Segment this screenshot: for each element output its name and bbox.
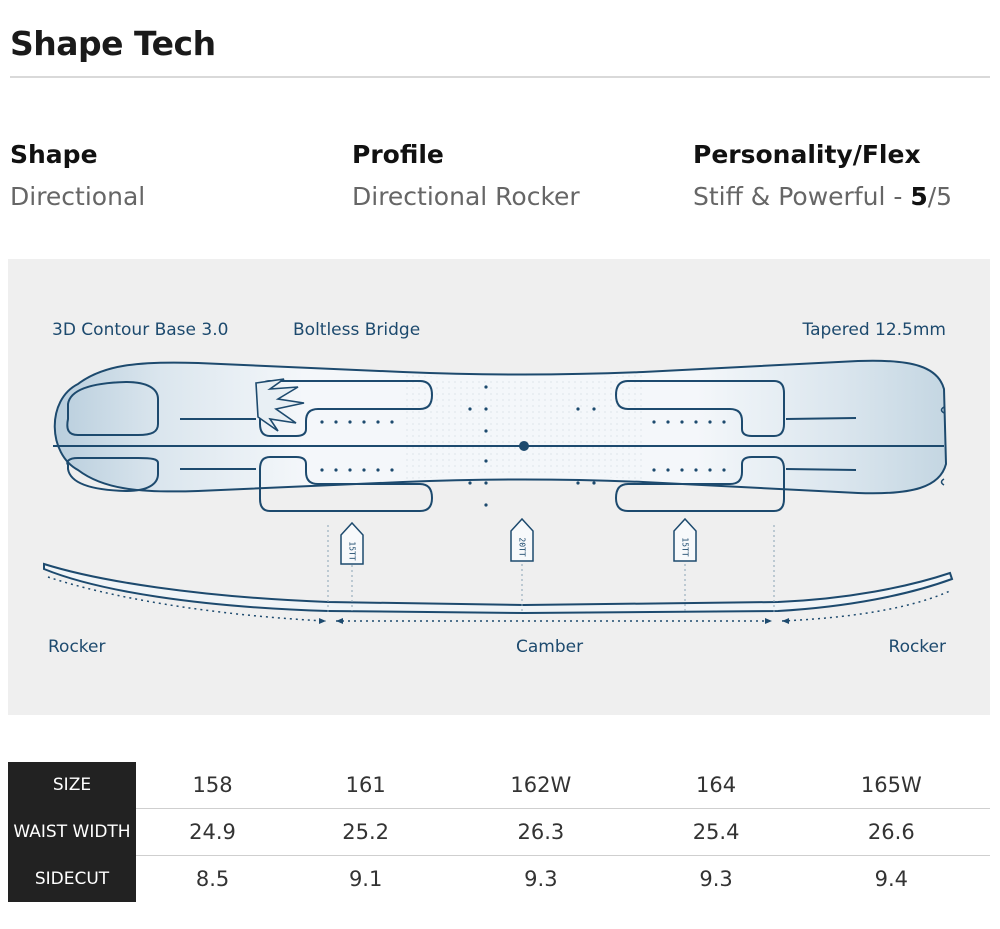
- table-cell: 26.3: [442, 808, 640, 856]
- label-contour-base: 3D Contour Base 3.0: [52, 320, 229, 340]
- spec-profile-label: Profile: [352, 140, 444, 169]
- spec-flex: Personality/Flex Stiff & Powerful - 5/5: [693, 140, 952, 211]
- table-row: SIZE 158 161 162W 164 165W: [8, 762, 990, 809]
- table-cell: 9.3: [524, 867, 558, 891]
- table-cell: 9.4: [874, 867, 909, 891]
- spec-profile-value: Directional Rocker: [352, 182, 580, 211]
- stance-marker-left: 15TT: [340, 521, 364, 565]
- stance-marker-right-label: 15TT: [681, 537, 690, 556]
- table-cell: 165W: [792, 762, 990, 809]
- tail-notches: [940, 406, 945, 486]
- table-cell: 24.9: [136, 808, 290, 856]
- board-profile-side: [43, 562, 954, 615]
- table-row: SIDECUT 8.5 9.1 9.3 9.3 9.4: [8, 855, 990, 902]
- profile-arrows: [47, 576, 951, 622]
- table-cell: 25.2: [289, 808, 443, 856]
- table-cell: 158: [136, 762, 290, 809]
- board-topsheet: [53, 359, 948, 495]
- spec-shape-label: Shape: [10, 140, 98, 169]
- table-cell: 164: [639, 762, 793, 809]
- label-camber: Camber: [516, 637, 584, 657]
- stance-marker-left-label: 15TT: [348, 541, 357, 560]
- label-tapered: Tapered 12.5mm: [802, 320, 946, 340]
- board-diagram-panel: 15TT 20TT 15TT 3D Contour Base 3.0 Boltl…: [8, 259, 990, 715]
- label-boltless-bridge: Boltless Bridge: [293, 320, 421, 340]
- stance-marker-center: 20TT: [510, 517, 534, 562]
- contour-pad-bottom: [66, 457, 159, 493]
- spec-shape-value: Directional: [10, 182, 146, 211]
- inserts: [320, 385, 726, 507]
- size-spec-table: SIZE 158 161 162W 164 165W WAIST WIDTH 2…: [8, 762, 990, 902]
- flex-description: Stiff & Powerful -: [693, 182, 911, 211]
- table-cell: 8.5: [195, 867, 230, 891]
- table-cell: 162W: [442, 762, 640, 809]
- row-header-size: SIZE: [8, 762, 136, 809]
- title-divider: [10, 76, 990, 78]
- row-header-sidecut: SIDECUT: [8, 855, 136, 902]
- table-cell: 26.6: [792, 808, 990, 856]
- table-cell: 25.4: [639, 808, 793, 856]
- contour-pad-top: [66, 380, 159, 436]
- spec-flex-value: Stiff & Powerful - 5/5: [693, 182, 952, 211]
- stance-marker-right: 15TT: [673, 517, 697, 562]
- brand-logo-icon: [255, 378, 305, 432]
- flex-rating-max: /5: [927, 182, 953, 211]
- sidecut-lines: [180, 417, 857, 471]
- board-diagram: 15TT 20TT 15TT: [43, 359, 954, 624]
- stance-marker-center-label: 20TT: [518, 537, 527, 556]
- spec-flex-label: Personality/Flex: [693, 140, 921, 169]
- label-rocker-left: Rocker: [48, 637, 106, 657]
- table-cell: 161: [289, 762, 443, 809]
- center-puck: [519, 441, 529, 451]
- page-title: Shape Tech: [10, 24, 216, 63]
- table-row: WAIST WIDTH 24.9 25.2 26.3 25.4 26.6: [8, 808, 990, 856]
- spec-profile: Profile Directional Rocker: [352, 140, 580, 211]
- table-cell: 9.3: [699, 867, 733, 891]
- row-header-waist-width: WAIST WIDTH: [8, 808, 136, 856]
- spec-shape: Shape Directional: [10, 140, 145, 211]
- label-rocker-right: Rocker: [888, 637, 946, 657]
- table-cell: 9.1: [348, 867, 383, 891]
- flex-rating: 5: [910, 182, 928, 211]
